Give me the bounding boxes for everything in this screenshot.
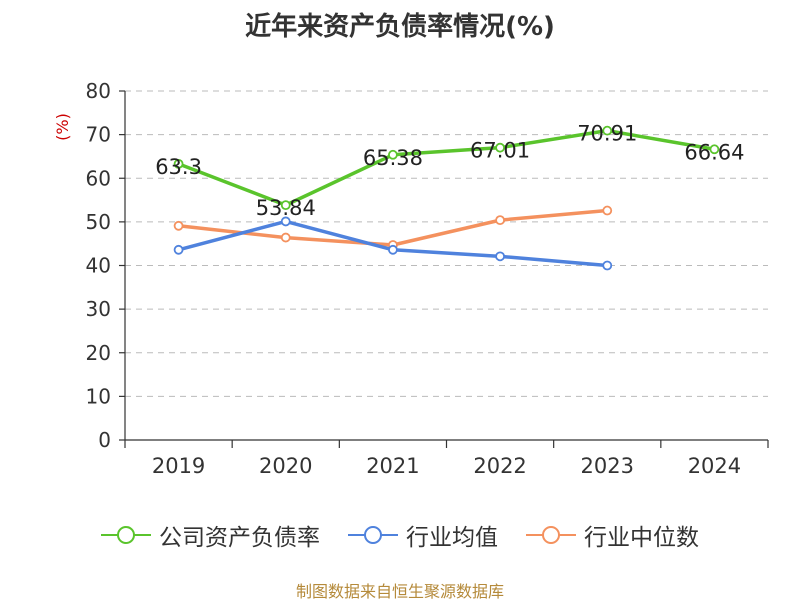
y-tick-label: 10 — [86, 384, 111, 408]
x-tick-label: 2020 — [259, 454, 312, 478]
series-lines — [173, 125, 720, 271]
y-tick-label: 80 — [86, 79, 111, 103]
series-line — [178, 208, 608, 247]
chart-title: 近年来资产负债率情况(%) — [245, 12, 555, 42]
data-label: 67.01 — [470, 139, 530, 163]
y-tick-label: 70 — [86, 123, 111, 147]
legend-item[interactable]: 行业中位数 — [526, 518, 699, 552]
data-point — [602, 260, 613, 271]
x-tick-label: 2021 — [366, 454, 419, 478]
legend: 公司资产负债率 行业均值 行业中位数 — [0, 518, 800, 552]
data-label: 53.84 — [256, 196, 316, 220]
legend-item[interactable]: 公司资产负债率 — [101, 518, 320, 552]
x-tick-label: 2022 — [473, 454, 526, 478]
legend-label: 行业均值 — [406, 525, 498, 551]
legend-swatch-marker — [364, 526, 382, 544]
data-point — [495, 251, 505, 262]
data-label: 70.91 — [577, 122, 637, 146]
x-tick-label: 2023 — [581, 454, 634, 478]
data-label: 63.3 — [155, 155, 202, 179]
data-point — [602, 125, 613, 136]
source-note: 制图数据来自恒生聚源数据库 — [295, 582, 504, 601]
legend-swatch-icon — [101, 526, 151, 544]
y-tick-label: 20 — [86, 341, 111, 365]
data-point — [173, 220, 184, 231]
x-tick-label: 2024 — [688, 454, 741, 478]
y-tick-label: 0 — [98, 428, 111, 452]
data-point — [280, 216, 291, 227]
y-tick-label: 60 — [86, 166, 111, 190]
data-point — [602, 205, 613, 216]
legend-label: 公司资产负债率 — [159, 525, 320, 551]
data-point — [495, 215, 505, 226]
data-point — [388, 149, 398, 160]
data-label: 66.64 — [684, 140, 744, 164]
y-tick-label: 50 — [86, 210, 111, 234]
data-point — [173, 244, 184, 255]
data-point — [280, 232, 291, 243]
data-point — [495, 142, 505, 153]
y-tick-label: 40 — [86, 254, 111, 278]
axes: 0 10 20 30 40 50 60 70 80 2019 2020 2021 2022 2023 202… — [86, 79, 769, 478]
data-label: 65.38 — [363, 146, 423, 170]
series-line — [177, 128, 715, 207]
y-axis-label: (%) — [53, 113, 72, 141]
data-point — [388, 244, 398, 255]
legend-swatch-icon — [348, 526, 398, 544]
data-point — [173, 158, 184, 169]
legend-swatch-marker — [542, 526, 560, 544]
x-tick-label: 2019 — [152, 454, 205, 478]
data-point — [280, 200, 291, 211]
legend-item[interactable]: 行业均值 — [348, 518, 498, 552]
legend-swatch-marker — [117, 526, 135, 544]
legend-swatch-icon — [526, 526, 576, 544]
data-point — [709, 144, 720, 155]
grid-lines — [125, 90, 768, 397]
legend-label: 行业中位数 — [584, 525, 699, 551]
y-tick-label: 30 — [86, 297, 111, 321]
data-labels: 63.3 53.84 65.38 67.01 70.91 66.64 — [155, 122, 744, 220]
